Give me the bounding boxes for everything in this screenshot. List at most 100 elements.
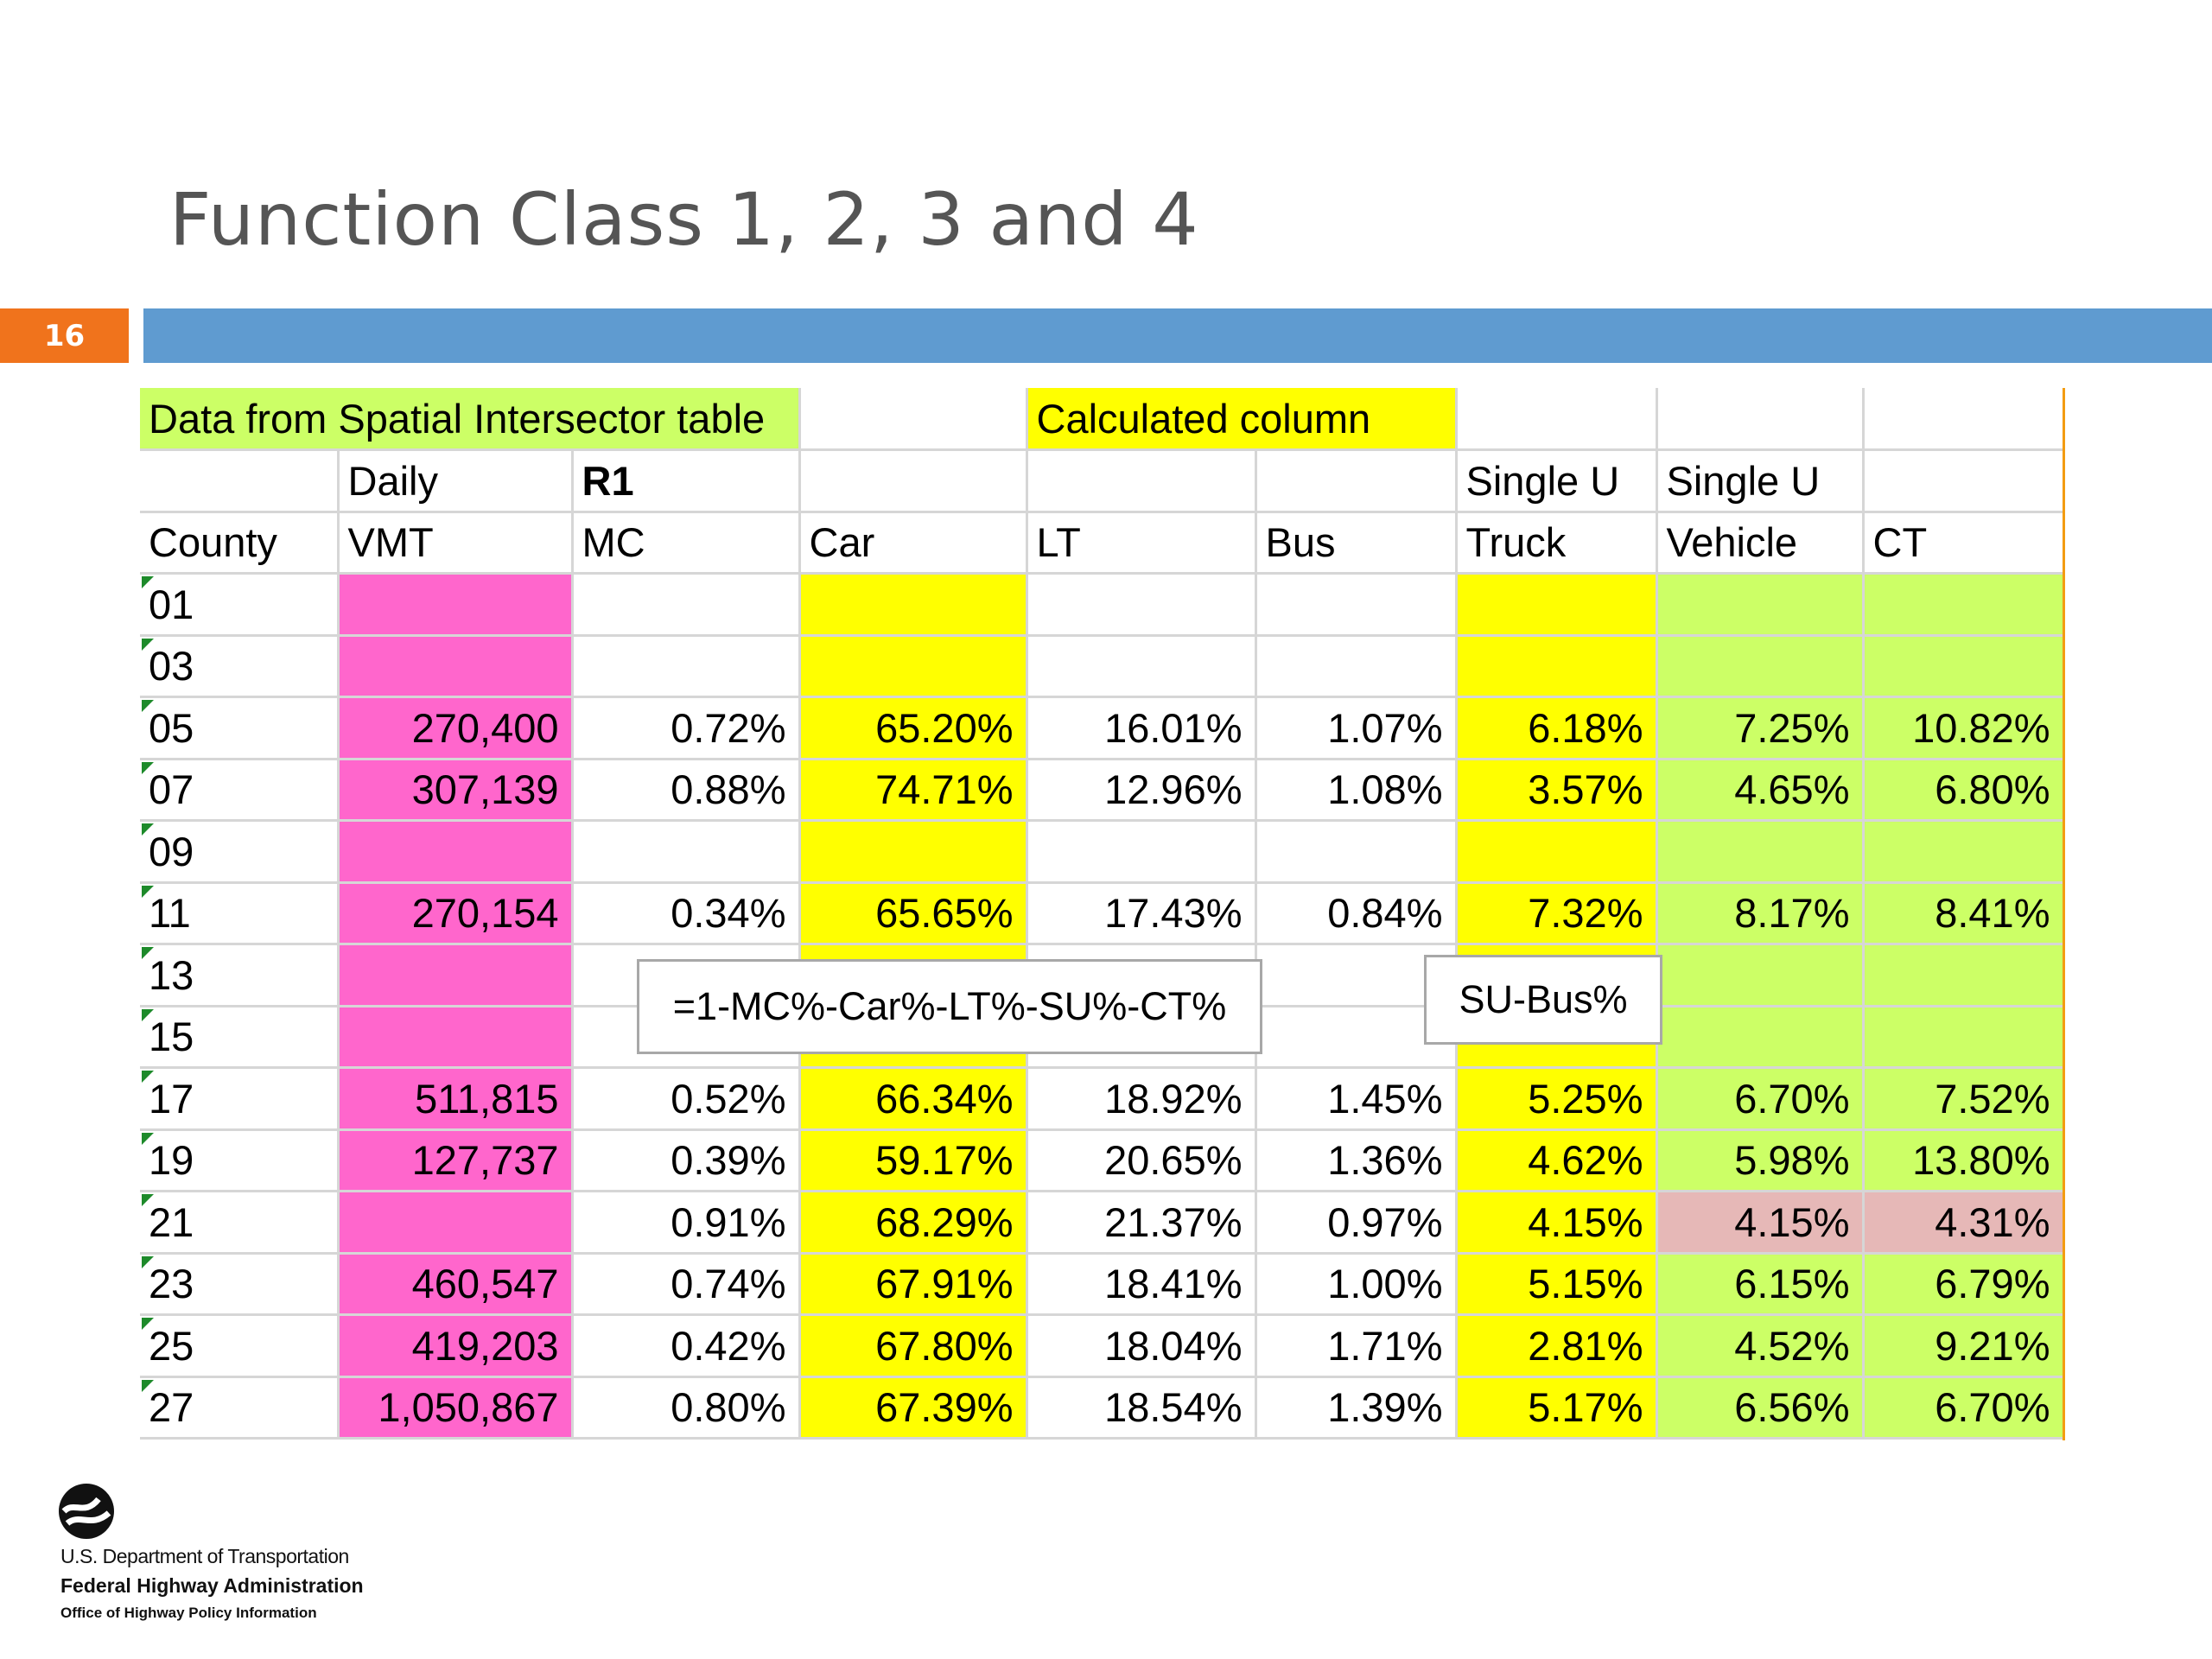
- bus-cell: [1255, 635, 1458, 698]
- slide-number: 16: [0, 308, 129, 363]
- header-cell: LT: [1027, 512, 1257, 575]
- daily-vmt-cell: 419,203: [338, 1314, 574, 1378]
- county-cell: 23: [140, 1253, 340, 1316]
- daily-vmt-cell: 307,139: [338, 759, 574, 822]
- daily-vmt-cell: [338, 944, 574, 1007]
- su-vehicle-cell: 4.15%: [1656, 1191, 1865, 1255]
- header-cell: Truck: [1456, 512, 1658, 575]
- calculated-column-label: Calculated column: [1027, 388, 1458, 451]
- ct-cell: 4.31%: [1863, 1191, 2065, 1255]
- ct-cell: 6.79%: [1863, 1253, 2065, 1316]
- bus-cell: 1.07%: [1255, 696, 1458, 760]
- su-truck-cell: 7.32%: [1456, 882, 1658, 945]
- su-vehicle-cell: 7.25%: [1656, 696, 1865, 760]
- su-truck-cell: 5.25%: [1456, 1067, 1658, 1131]
- lt-cell: [1027, 573, 1257, 637]
- county-cell: 05: [140, 696, 340, 760]
- bus-cell: 0.84%: [1255, 882, 1458, 945]
- header-cell: [1027, 449, 1257, 513]
- county-cell: 15: [140, 1006, 340, 1069]
- county-cell: 17: [140, 1067, 340, 1131]
- daily-vmt-cell: [338, 635, 574, 698]
- header-cell: [799, 449, 1028, 513]
- bus-cell: [1255, 1006, 1458, 1069]
- title-divider-bar: [143, 308, 2212, 363]
- bus-cell: 1.00%: [1255, 1253, 1458, 1316]
- lt-cell: 21.37%: [1027, 1191, 1257, 1255]
- table-row: 03: [140, 635, 2065, 698]
- su-truck-cell: 5.15%: [1456, 1253, 1658, 1316]
- banner-blank-cell: [1656, 388, 1865, 451]
- mc-cell: 0.39%: [572, 1129, 801, 1192]
- su-vehicle-cell: [1656, 1006, 1865, 1069]
- bus-cell: [1255, 820, 1458, 884]
- su-truck-cell: [1456, 635, 1658, 698]
- car-cell: 67.91%: [799, 1253, 1028, 1316]
- lt-cell: [1027, 820, 1257, 884]
- table-row: 11 270,154 0.34% 65.65% 17.43% 0.84% 7.32% 8.17…: [140, 882, 2065, 945]
- su-truck-cell: 3.57%: [1456, 759, 1658, 822]
- su-truck-cell: [1456, 820, 1658, 884]
- daily-vmt-cell: [338, 1191, 574, 1255]
- header-cell: Car: [799, 512, 1028, 575]
- car-cell: [799, 573, 1028, 637]
- mc-cell: [572, 820, 801, 884]
- header-cell: [1255, 449, 1458, 513]
- dot-logo-icon: [59, 1484, 114, 1539]
- bus-cell: 1.36%: [1255, 1129, 1458, 1192]
- su-vehicle-cell: [1656, 635, 1865, 698]
- mc-cell: 0.74%: [572, 1253, 801, 1316]
- banner-row: Data from Spatial Intersector table Calc…: [140, 388, 2065, 451]
- su-truck-cell: 4.62%: [1456, 1129, 1658, 1192]
- car-cell: [799, 635, 1028, 698]
- bus-cell: 1.71%: [1255, 1314, 1458, 1378]
- lt-cell: 20.65%: [1027, 1129, 1257, 1192]
- vmt-table: Data from Spatial Intersector table Calc…: [140, 388, 2065, 1440]
- table-row: 23 460,547 0.74% 67.91% 18.41% 1.00% 5.15% 6.15…: [140, 1253, 2065, 1316]
- table-row: 01: [140, 573, 2065, 637]
- truck-formula-callout: SU-Bus%: [1424, 955, 1662, 1045]
- su-truck-cell: 2.81%: [1456, 1314, 1658, 1378]
- ct-cell: [1863, 1006, 2065, 1069]
- ct-cell: 6.70%: [1863, 1376, 2065, 1440]
- county-cell: 21: [140, 1191, 340, 1255]
- header-cell: Bus: [1255, 512, 1458, 575]
- mc-cell: 0.42%: [572, 1314, 801, 1378]
- su-vehicle-cell: 4.65%: [1656, 759, 1865, 822]
- county-cell: 11: [140, 882, 340, 945]
- daily-vmt-cell: [338, 820, 574, 884]
- su-truck-cell: 6.18%: [1456, 696, 1658, 760]
- car-cell: 59.17%: [799, 1129, 1028, 1192]
- header-row-top: Daily R1 Single U Single U: [140, 449, 2065, 513]
- su-vehicle-cell: [1656, 944, 1865, 1007]
- lt-cell: 16.01%: [1027, 696, 1257, 760]
- header-cell: VMT: [338, 512, 574, 575]
- car-cell: 65.20%: [799, 696, 1028, 760]
- mc-cell: 0.34%: [572, 882, 801, 945]
- header-cell: MC: [572, 512, 801, 575]
- header-cell: Daily: [338, 449, 574, 513]
- county-cell: 27: [140, 1376, 340, 1440]
- header-cell: Vehicle: [1656, 512, 1865, 575]
- su-vehicle-cell: [1656, 820, 1865, 884]
- ct-cell: [1863, 573, 2065, 637]
- daily-vmt-cell: [338, 1006, 574, 1069]
- ct-cell: 7.52%: [1863, 1067, 2065, 1131]
- car-cell: 74.71%: [799, 759, 1028, 822]
- lt-cell: 17.43%: [1027, 882, 1257, 945]
- banner-blank-cell: [799, 388, 1028, 451]
- su-truck-cell: 5.17%: [1456, 1376, 1658, 1440]
- county-cell: 01: [140, 573, 340, 637]
- su-vehicle-cell: 6.56%: [1656, 1376, 1865, 1440]
- bus-cell: 1.08%: [1255, 759, 1458, 822]
- table-row: 27 1,050,867 0.80% 67.39% 18.54% 1.39% 5.17% 6.…: [140, 1376, 2065, 1440]
- banner-blank-cell: [1863, 388, 2065, 451]
- daily-vmt-cell: 270,154: [338, 882, 574, 945]
- mc-cell: 0.52%: [572, 1067, 801, 1131]
- data-source-label: Data from Spatial Intersector table: [140, 388, 801, 451]
- daily-vmt-cell: [338, 573, 574, 637]
- bus-cell: 1.39%: [1255, 1376, 1458, 1440]
- header-cell: County: [140, 512, 340, 575]
- ct-cell: 8.41%: [1863, 882, 2065, 945]
- ct-cell: 6.80%: [1863, 759, 2065, 822]
